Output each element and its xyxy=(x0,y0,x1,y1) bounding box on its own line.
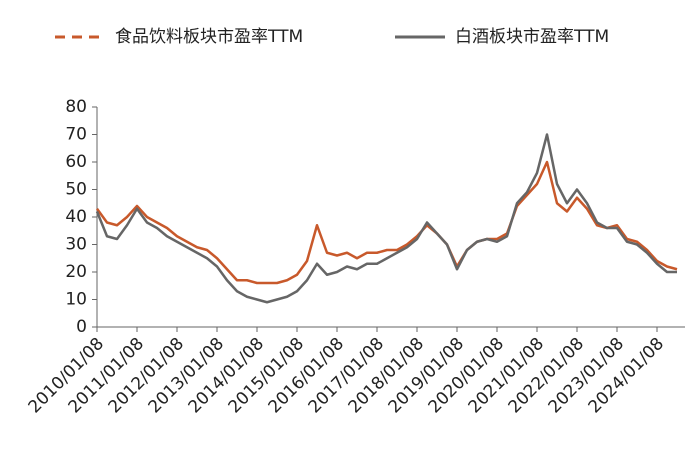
series-line xyxy=(95,160,678,285)
y-tick-label: 60 xyxy=(65,152,87,172)
y-tick-label: 40 xyxy=(65,207,87,227)
legend-label: 食品饮料板块市盈率TTM xyxy=(115,27,303,47)
legend-label: 白酒板块市盈率TTM xyxy=(455,27,609,47)
y-tick-label: 80 xyxy=(65,97,87,117)
y-tick-label: 20 xyxy=(65,262,87,282)
y-tick-label: 30 xyxy=(65,235,87,255)
series-line xyxy=(95,133,677,304)
y-tick-label: 70 xyxy=(65,125,87,145)
y-tick-label: 0 xyxy=(76,317,87,337)
y-tick-label: 10 xyxy=(65,290,87,310)
y-tick-label: 50 xyxy=(65,180,87,200)
